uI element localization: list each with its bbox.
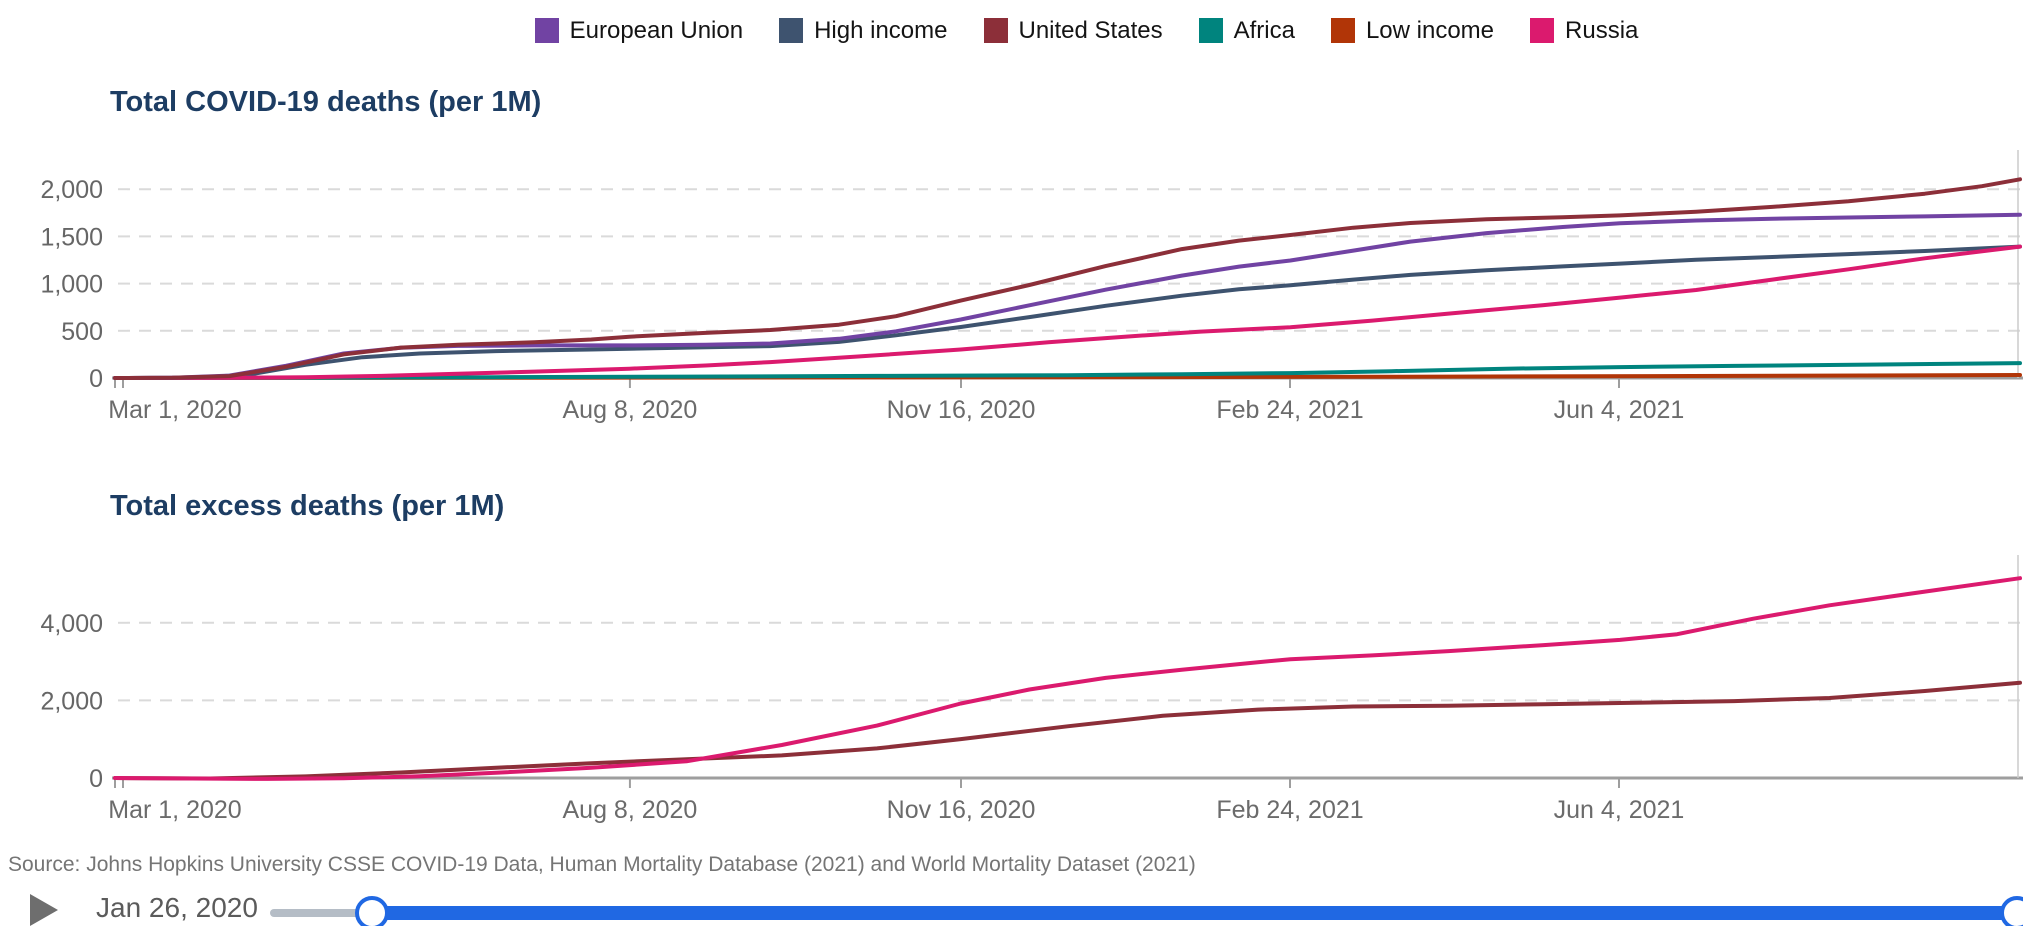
legend-swatch-africa [1198, 18, 1223, 43]
timeline-control: Jan 26, 2020 [0, 886, 2023, 926]
y-tick-label: 4,000 [40, 610, 103, 638]
series-line-russia[interactable] [113, 576, 2022, 781]
x-tick-label: Aug 8, 2020 [562, 396, 697, 424]
excess-deaths-chart-title: Total excess deaths (per 1M) [110, 490, 505, 522]
x-tick-label: Mar 1, 2020 [108, 396, 241, 424]
series-line-united-states[interactable] [113, 177, 2022, 380]
series-line-high-income[interactable] [113, 244, 2022, 380]
legend-label: Africa [1233, 16, 1295, 44]
legend-label: Russia [1565, 16, 1639, 44]
excess-deaths-chart: 0 2,000 4,000 Mar 1, 2020 Aug 8, 2020 Nov 16,… [40, 555, 2023, 824]
series-line-africa[interactable] [113, 361, 2022, 380]
legend-label: Low income [1365, 16, 1495, 44]
timeline-selected-range[interactable] [356, 906, 2016, 920]
y-tick-label: 0 [89, 765, 103, 793]
legend-item-high-income[interactable]: High income [779, 16, 948, 44]
legend-item-low-income[interactable]: Low income [1330, 16, 1495, 44]
legend: European Union High income United States… [150, 18, 2023, 43]
timeline-end-handle[interactable] [2000, 896, 2023, 926]
x-tick-label: Jun 4, 2021 [1554, 796, 1685, 824]
covid-deaths-chart: 0 500 1,000 1,500 2,000 Mar 1, 2020 Aug 8, 202… [40, 150, 2023, 424]
y-tick-label: 500 [61, 318, 103, 346]
play-icon[interactable] [30, 894, 58, 926]
legend-swatch-russia [1530, 18, 1555, 43]
y-tick-label: 0 [89, 365, 103, 393]
x-tick-label: Nov 16, 2020 [887, 396, 1036, 424]
legend-item-european-union[interactable]: European Union [534, 16, 744, 44]
legend-item-united-states[interactable]: United States [983, 16, 1163, 44]
y-tick-label: 1,000 [40, 271, 103, 299]
legend-item-russia[interactable]: Russia [1530, 18, 1638, 43]
source-note: Source: Johns Hopkins University CSSE CO… [8, 853, 1196, 876]
covid-deaths-chart-title: Total COVID-19 deaths (per 1M) [110, 86, 542, 118]
legend-label: High income [814, 16, 948, 44]
y-tick-label: 1,500 [40, 223, 103, 251]
x-tick-label: Aug 8, 2020 [562, 796, 697, 824]
series-line-russia[interactable] [113, 244, 2022, 380]
x-tick-label: Nov 16, 2020 [887, 796, 1036, 824]
timeline-start-handle[interactable] [355, 896, 389, 926]
x-tick-label: Mar 1, 2020 [108, 796, 241, 824]
legend-swatch-united-states [983, 18, 1008, 43]
series-line-united-states[interactable] [113, 680, 2022, 781]
legend-swatch-high-income [779, 18, 804, 43]
y-tick-label: 2,000 [40, 687, 103, 715]
legend-swatch-low-income [1330, 18, 1355, 43]
y-tick-label: 2,000 [40, 176, 103, 204]
x-tick-label: Feb 24, 2021 [1216, 796, 1363, 824]
legend-swatch-european-union [534, 18, 559, 43]
legend-label: United States [1018, 16, 1163, 44]
timeline-start-date: Jan 26, 2020 [96, 892, 258, 923]
x-tick-label: Feb 24, 2021 [1216, 396, 1363, 424]
legend-label: European Union [569, 16, 744, 44]
legend-item-africa[interactable]: Africa [1198, 16, 1295, 44]
x-tick-label: Jun 4, 2021 [1554, 396, 1685, 424]
